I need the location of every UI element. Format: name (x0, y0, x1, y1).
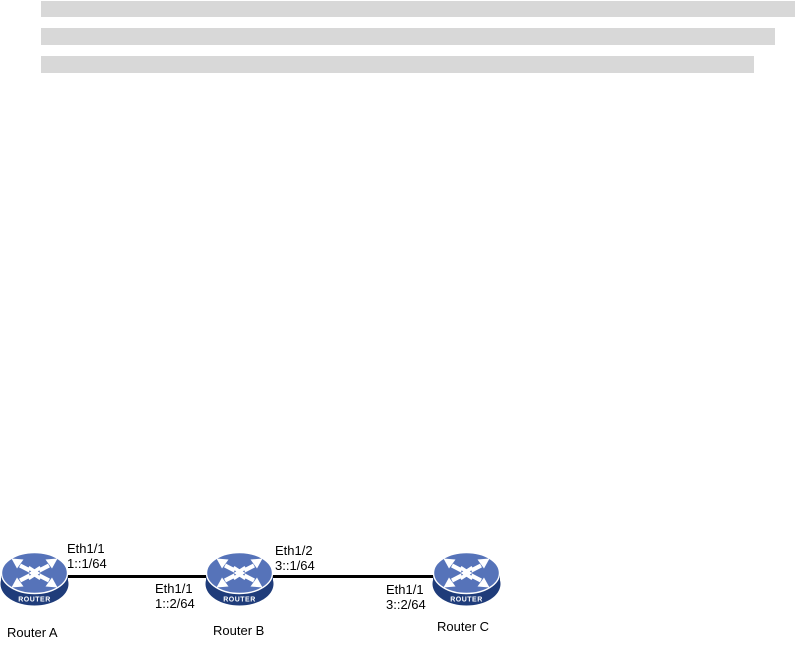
router-a-icon: ROUTER (0, 551, 69, 607)
interface-port: Eth1/1 (155, 581, 193, 596)
router-c-icon: ROUTER (432, 551, 501, 607)
router-b-icon: ROUTER (205, 551, 274, 607)
interface-port: Eth1/1 (67, 541, 105, 556)
routerB-name-label: Router B (213, 623, 265, 638)
interface-ipv6: 1::2/64 (155, 596, 195, 611)
router-icon-graphic: ROUTER (205, 551, 274, 606)
redacted-text-bar-3 (41, 56, 754, 73)
router-icon-graphic: ROUTER (432, 551, 501, 606)
redacted-text-bar-2 (41, 28, 775, 45)
interface-port: Eth1/1 (386, 582, 424, 597)
routerA-interface-label: Eth1/1 1::1/64 (67, 541, 107, 571)
routerB-left-interface-label: Eth1/1 1::2/64 (155, 581, 195, 611)
redacted-text-bar-1 (41, 1, 795, 17)
router-icon-caption: ROUTER (18, 597, 51, 604)
router-icon-caption: ROUTER (223, 597, 256, 604)
router-icon-graphic: ROUTER (0, 551, 69, 606)
interface-ipv6: 3::2/64 (386, 597, 426, 612)
routerC-interface-label: Eth1/1 3::2/64 (386, 582, 426, 612)
routerA-name-label: Router A (7, 625, 58, 640)
interface-ipv6: 3::1/64 (275, 558, 315, 573)
interface-port: Eth1/2 (275, 543, 313, 558)
router-icon-caption: ROUTER (450, 597, 483, 604)
routerC-name-label: Router C (437, 619, 490, 634)
routerB-right-interface-label: Eth1/2 3::1/64 (275, 543, 315, 573)
interface-ipv6: 1::1/64 (67, 556, 107, 571)
